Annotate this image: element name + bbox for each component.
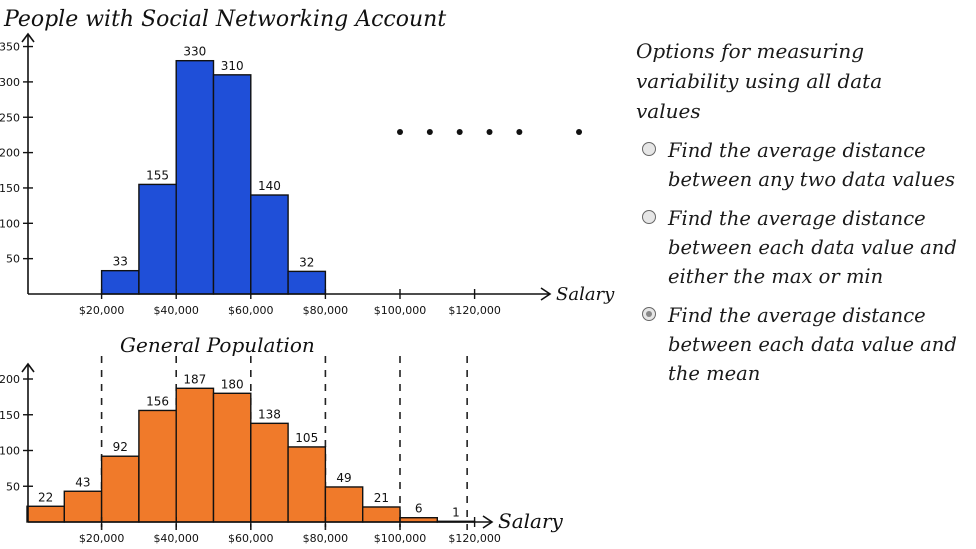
continuation-dot	[397, 129, 403, 135]
x-tick-label: $40,000	[153, 304, 199, 317]
y-tick-label: 100	[0, 445, 20, 458]
x-tick-label: $60,000	[228, 532, 274, 545]
bar-value-label: 155	[146, 168, 169, 182]
x-tick-label: $20,000	[79, 304, 125, 317]
bar-value-label: 105	[295, 431, 318, 445]
radio-selected-icon[interactable]	[642, 307, 656, 321]
option-item-3[interactable]: Find the average distance between each d…	[636, 301, 972, 388]
general-population-histogram: General Population 22 43 92 156 187 180 138 105…	[0, 333, 564, 545]
chart1-title: People with Social Networking Account	[3, 7, 446, 32]
histogram-bar	[212, 392, 252, 523]
option-label: Find the average distance between any tw…	[668, 139, 956, 191]
y-tick-label: 300	[0, 76, 20, 89]
bar-value-label: 187	[183, 372, 206, 386]
x-tick-label: $60,000	[228, 304, 274, 317]
y-tick-label: 150	[0, 409, 20, 422]
x-tick-label: $80,000	[303, 304, 349, 317]
y-tick-label: 350	[0, 41, 20, 54]
options-panel: Options for measuring variability using …	[636, 36, 972, 398]
bar-value-label: 92	[113, 440, 128, 454]
x-axis-label: Salary	[498, 509, 564, 533]
histogram-bar	[100, 455, 140, 523]
histogram-bar	[138, 409, 177, 523]
bar-value-label: 43	[75, 475, 90, 489]
histogram-bar	[362, 506, 401, 523]
chart2-title: General Population	[120, 333, 315, 357]
x-tick-label: $120,000	[448, 532, 501, 545]
histogram-bar	[100, 269, 140, 295]
x-axis-arrow	[540, 287, 552, 301]
bar-value-label: 21	[374, 491, 389, 505]
x-tick-label: $80,000	[303, 532, 349, 545]
continuation-dot	[576, 129, 583, 135]
y-tick-label: 250	[0, 111, 20, 124]
histogram-bar	[250, 194, 289, 295]
x-tick-label: $100,000	[374, 532, 427, 545]
histogram-bar	[175, 387, 215, 523]
histogram-bar	[175, 59, 215, 295]
y-tick-label: 100	[0, 217, 20, 230]
y-tick-label: 150	[0, 182, 20, 195]
bar-value-label: 138	[258, 407, 281, 421]
continuation-dot	[426, 129, 433, 135]
social-networking-histogram: People with Social Networking Account 33…	[0, 7, 615, 317]
radio-icon[interactable]	[642, 210, 656, 224]
histogram-bar	[287, 446, 327, 523]
bar-value-label: 1	[452, 505, 460, 519]
radio-icon[interactable]	[642, 142, 656, 156]
bar-value-label: 32	[299, 255, 314, 269]
y-axis-arrow	[21, 32, 35, 43]
bar-value-label: 33	[113, 255, 128, 269]
histogram-bar	[26, 505, 65, 523]
continuation-dot	[486, 129, 493, 135]
y-tick-label: 50	[6, 253, 20, 266]
bar-value-label: 156	[146, 394, 169, 408]
x-axis-arrow	[482, 515, 494, 529]
option-item-1[interactable]: Find the average distance between any tw…	[636, 136, 972, 194]
bar-value-label: 330	[183, 45, 206, 59]
histogram-bar	[250, 422, 289, 523]
bar-value-label: 6	[415, 502, 423, 516]
y-axis-arrow	[21, 362, 35, 373]
histogram-bar	[287, 270, 327, 295]
option-label: Find the average distance between each d…	[668, 207, 957, 288]
options-title: Options for measuring variability using …	[636, 39, 883, 123]
histogram-bar	[212, 74, 252, 295]
x-tick-label: $100,000	[374, 304, 427, 317]
x-axis-label: Salary	[556, 284, 615, 305]
bar-value-label: 180	[221, 377, 244, 391]
x-tick-label: $40,000	[153, 532, 199, 545]
bar-value-label: 310	[221, 59, 244, 73]
x-tick-label: $20,000	[79, 532, 125, 545]
option-item-2[interactable]: Find the average distance between each d…	[636, 204, 972, 291]
bar-value-label: 140	[258, 179, 281, 193]
y-tick-label: 50	[6, 480, 20, 493]
continuation-dot	[516, 129, 523, 135]
continuation-dot	[456, 129, 463, 135]
y-tick-label: 200	[0, 147, 20, 160]
histogram-bar	[138, 183, 177, 295]
y-tick-label: 200	[0, 373, 20, 386]
bar-value-label: 22	[38, 490, 53, 504]
option-label: Find the average distance between each d…	[668, 304, 957, 385]
x-tick-label: $120,000	[448, 304, 501, 317]
histogram-bar	[63, 490, 103, 523]
bar-value-label: 49	[336, 471, 351, 485]
histogram-bar	[324, 486, 364, 523]
